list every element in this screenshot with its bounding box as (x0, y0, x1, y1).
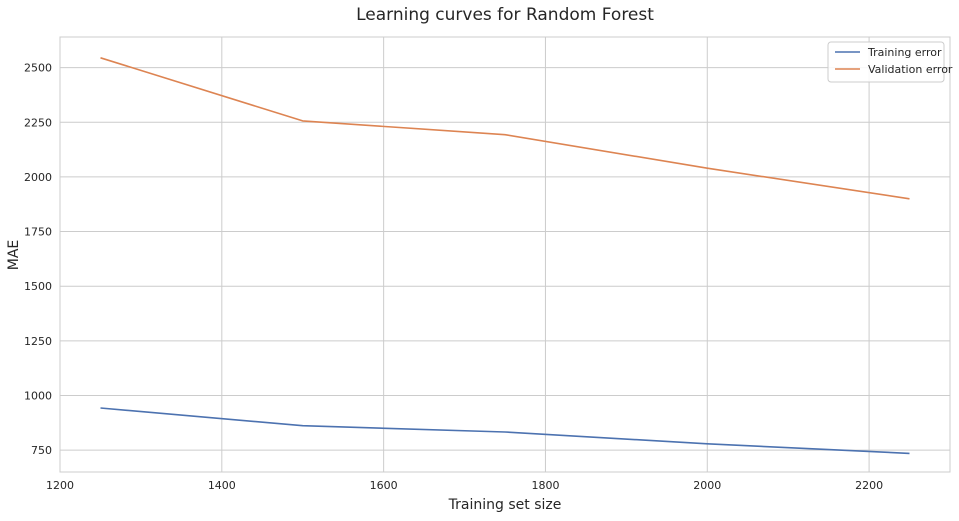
x-tick-label: 1400 (208, 479, 236, 492)
x-tick-label: 2000 (693, 479, 721, 492)
y-axis-title: MAE (6, 240, 22, 271)
legend-label-training: Training error (867, 46, 942, 59)
plot-frame (60, 37, 950, 472)
tick-labels: 1200 1400 1600 1800 2000 2200 750 1000 1250 1500 1… (24, 62, 883, 492)
y-tick-label: 1750 (24, 226, 52, 239)
y-tick-label: 750 (31, 444, 52, 457)
y-tick-label: 2500 (24, 62, 52, 75)
y-tick-label: 2000 (24, 171, 52, 184)
y-tick-label: 1500 (24, 280, 52, 293)
x-tick-label: 2200 (855, 479, 883, 492)
x-tick-label: 1800 (531, 479, 559, 492)
x-tick-label: 1600 (370, 479, 398, 492)
y-tick-label: 2250 (24, 116, 52, 129)
legend: Training error Validation error (828, 42, 953, 82)
x-tick-label: 1200 (46, 479, 74, 492)
chart-title: Learning curves for Random Forest (356, 5, 654, 25)
legend-label-validation: Validation error (868, 63, 953, 76)
grid (60, 37, 950, 472)
y-tick-label: 1000 (24, 389, 52, 402)
y-tick-label: 1250 (24, 335, 52, 348)
x-axis-title: Training set size (448, 497, 562, 513)
